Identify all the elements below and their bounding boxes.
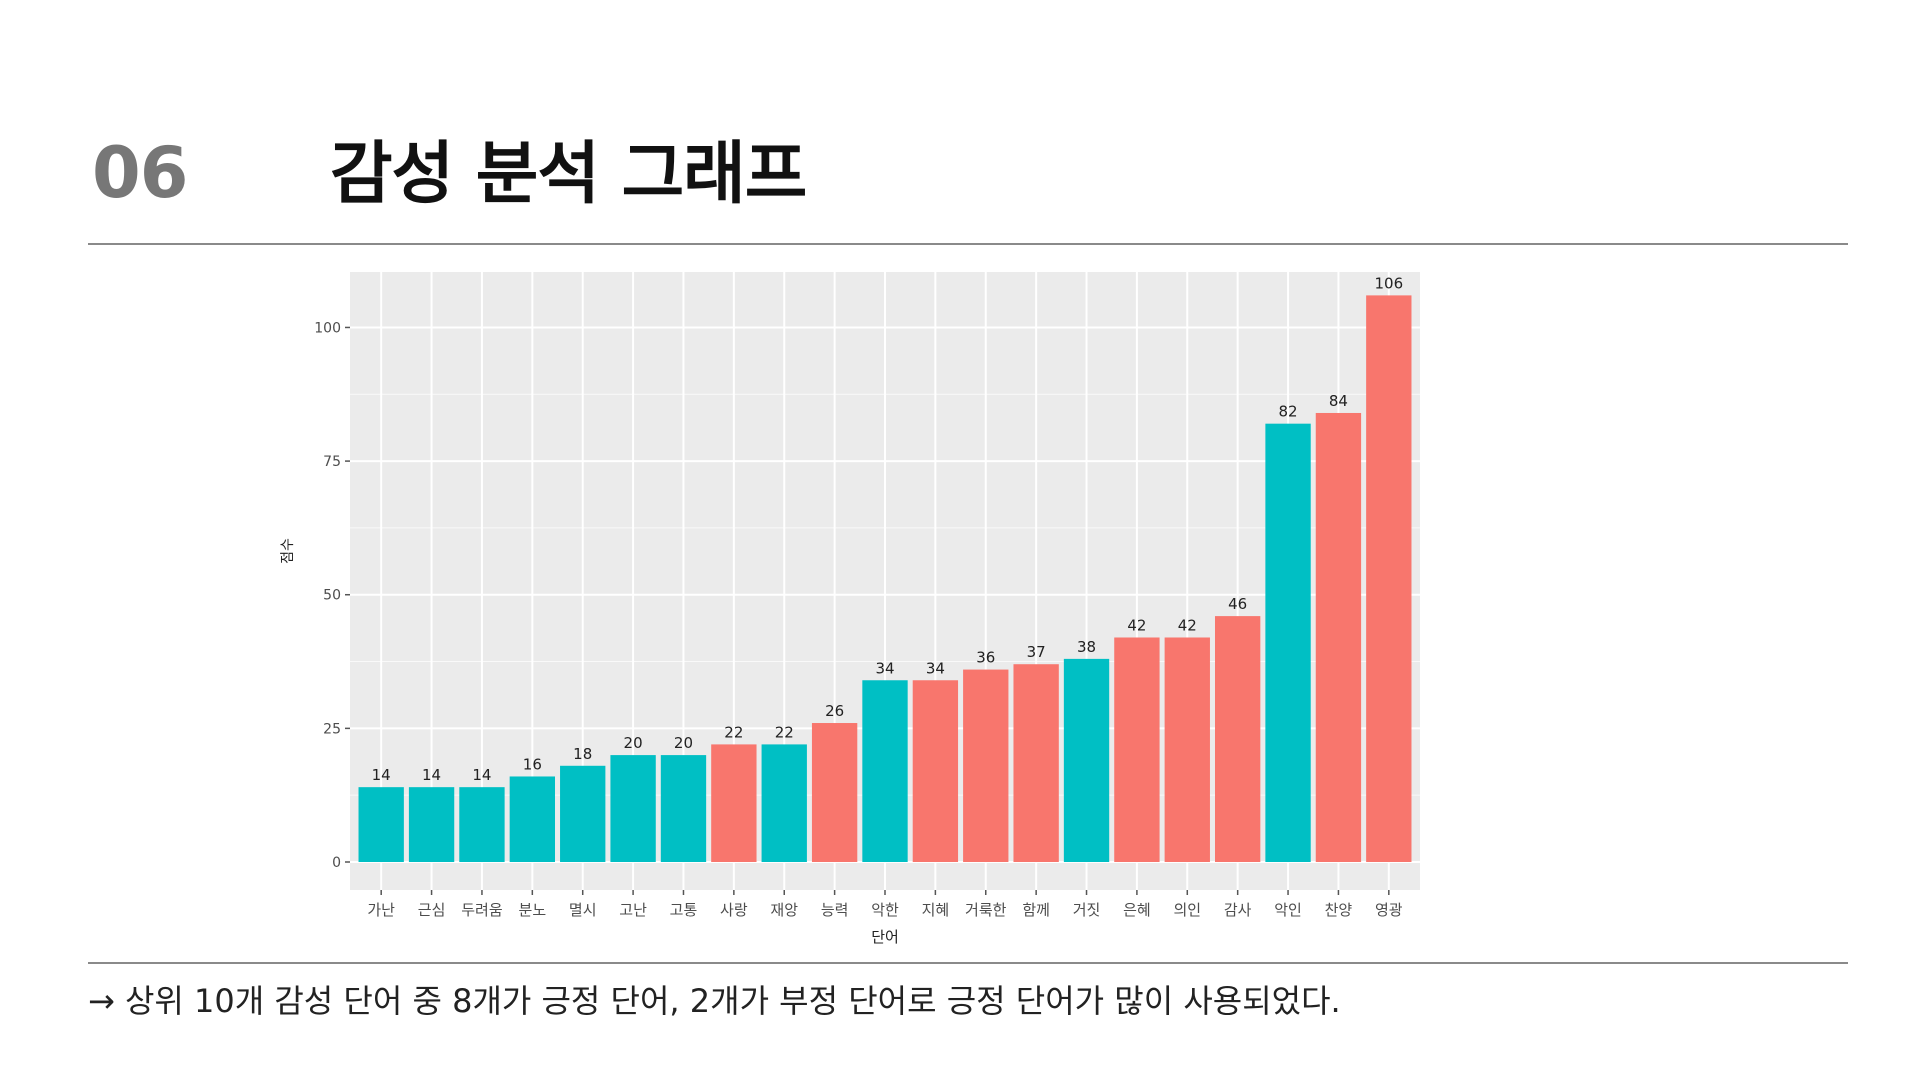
bar-의인: [1164, 637, 1210, 862]
data-label: 42: [1178, 616, 1197, 634]
sentiment-bar-chart: 0 25 50 75 100 14 가난 14 근심 14 두려움 16 분노 18 멸시 20 고난 20 고통 2…: [270, 262, 1670, 952]
section-number: 06: [92, 132, 188, 214]
x-tick-label: 멸시: [569, 901, 597, 919]
bar-영광: [1366, 295, 1412, 862]
x-tick-label: 거짓: [1073, 901, 1101, 919]
bar-사랑: [711, 744, 757, 862]
bar-거짓: [1063, 658, 1110, 862]
x-tick-label: 고통: [670, 901, 698, 919]
x-tick-label: 함께: [1022, 901, 1050, 919]
bar-거룩한: [963, 669, 1009, 862]
x-tick-label: 은혜: [1123, 901, 1151, 919]
y-tick-label: 25: [323, 721, 341, 737]
top-divider: [88, 243, 1848, 245]
x-axis-title: 단어: [871, 928, 899, 946]
bar-분노: [509, 776, 556, 862]
data-label: 16: [523, 755, 542, 773]
x-tick-label: 고난: [619, 901, 647, 919]
data-label: 34: [926, 659, 945, 677]
data-label: 18: [573, 745, 592, 763]
slide-header: 06 감성 분석 그래프: [92, 118, 807, 217]
data-label: 20: [624, 734, 643, 752]
data-label: 106: [1374, 274, 1403, 292]
bar-두려움: [459, 787, 505, 862]
data-label: 20: [674, 734, 693, 752]
y-tick-label: 50: [323, 588, 341, 604]
data-label: 14: [422, 766, 441, 784]
data-label: 26: [825, 702, 844, 720]
bar-근심: [408, 787, 455, 862]
bar-고난: [610, 755, 656, 862]
bar-은혜: [1114, 637, 1160, 862]
bar-재앙: [761, 744, 807, 862]
data-label: 14: [372, 766, 391, 784]
data-label: 37: [1027, 643, 1046, 661]
chart-caption: → 상위 10개 감성 단어 중 8개가 긍정 단어, 2개가 부정 단어로 긍…: [88, 982, 1341, 1020]
data-label: 38: [1077, 638, 1096, 656]
x-tick-label: 찬양: [1325, 901, 1353, 919]
x-tick-label: 재앙: [770, 901, 798, 919]
y-tick-label: 100: [314, 320, 341, 336]
x-tick-label: 분노: [519, 901, 547, 919]
x-tick-label: 영광: [1375, 901, 1403, 919]
data-label: 36: [976, 649, 995, 667]
x-tick-label: 근심: [418, 901, 446, 919]
bottom-divider: [88, 962, 1848, 964]
x-tick-label: 가난: [367, 901, 395, 919]
x-tick-label: 악인: [1274, 901, 1302, 919]
data-label: 84: [1329, 392, 1348, 410]
data-label: 34: [875, 659, 894, 677]
bar-고통: [660, 755, 707, 862]
x-tick-label: 의인: [1173, 901, 1201, 919]
chart-svg: 0 25 50 75 100 14 가난 14 근심 14 두려움 16 분노 18 멸시 20 고난 20 고통 2…: [280, 272, 1420, 946]
y-tick-label: 75: [323, 454, 341, 470]
x-tick-label: 두려움: [461, 901, 502, 919]
data-label: 14: [472, 766, 491, 784]
data-label: 46: [1228, 595, 1247, 613]
bar-함께: [1013, 664, 1059, 862]
x-tick-label: 사랑: [720, 901, 748, 919]
x-tick-label: 거룩한: [965, 901, 1007, 919]
x-tick-label: 악한: [871, 901, 899, 919]
x-tick-label: 감사: [1224, 901, 1252, 919]
bar-멸시: [560, 765, 606, 862]
data-label: 82: [1279, 403, 1298, 421]
slide-title: 감성 분석 그래프: [330, 135, 807, 214]
bar-악인: [1265, 423, 1311, 862]
x-tick-label: 능력: [821, 901, 849, 919]
bar-능력: [811, 723, 858, 862]
x-tick-label: 지혜: [922, 901, 950, 919]
y-axis-title: 점수: [280, 538, 296, 564]
y-tick-label: 0: [332, 855, 341, 871]
bar-악한: [862, 680, 908, 862]
bar-감사: [1214, 616, 1261, 862]
data-label: 22: [724, 723, 743, 741]
data-label: 42: [1127, 616, 1146, 634]
data-label: 22: [775, 723, 794, 741]
bar-지혜: [912, 680, 959, 862]
bar-가난: [358, 787, 404, 862]
bar-찬양: [1315, 412, 1362, 862]
